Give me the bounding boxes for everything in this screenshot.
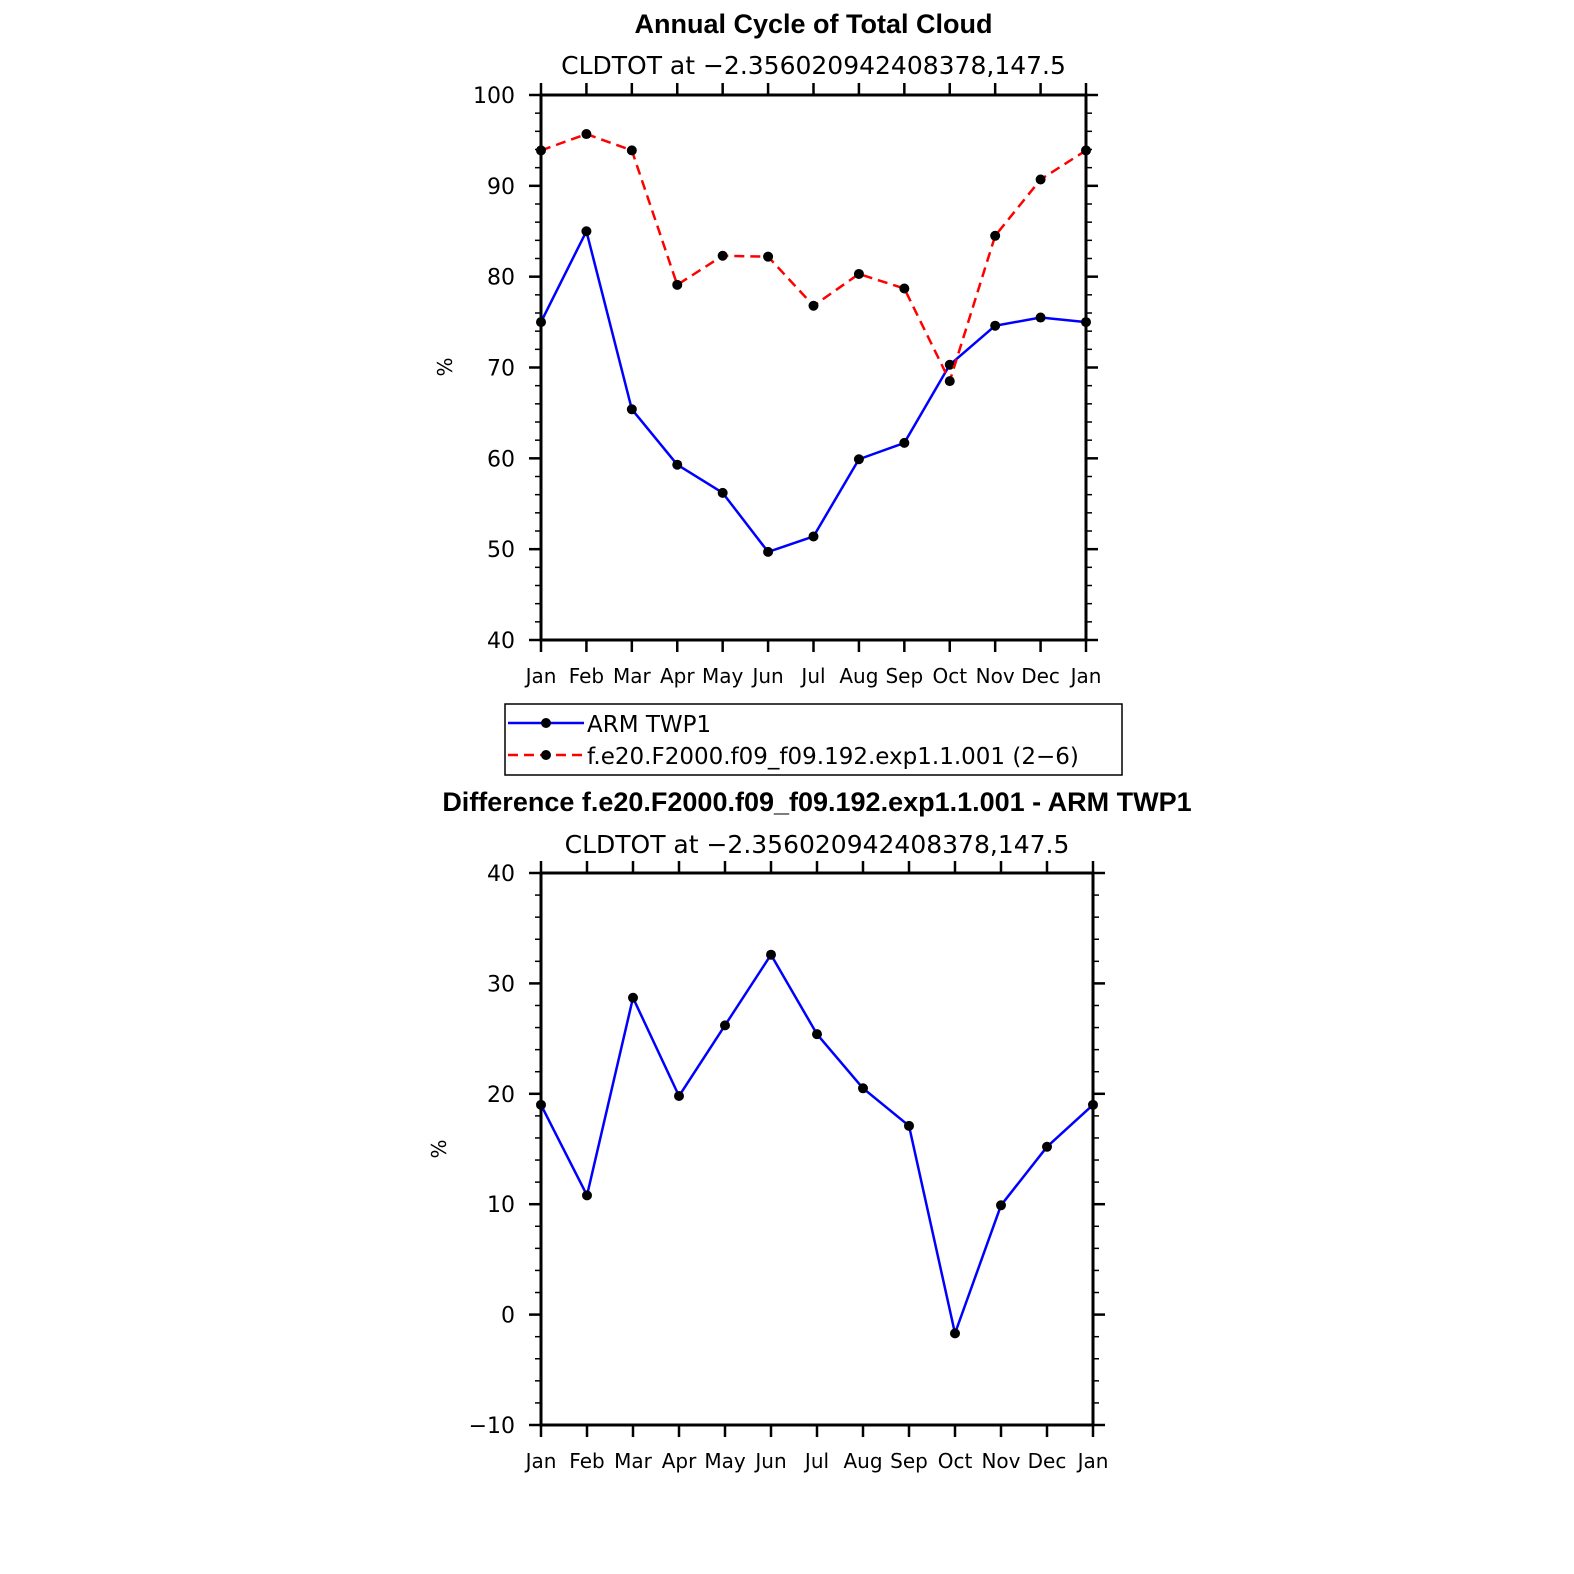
y-tick-label: −10 <box>469 1414 515 1439</box>
data-point <box>990 320 1001 331</box>
series-line <box>540 132 1087 383</box>
data-point <box>672 459 683 470</box>
y-tick-label: 70 <box>487 357 515 382</box>
data-point <box>717 487 728 498</box>
data-point <box>536 1099 546 1110</box>
x-tick-label: Sep <box>890 1449 928 1473</box>
data-point <box>1042 1141 1052 1152</box>
data-point <box>904 1120 914 1131</box>
data-point <box>763 546 774 557</box>
x-tick-label: May <box>702 664 744 688</box>
series-line <box>539 230 1087 554</box>
legend-box <box>504 703 1123 776</box>
y-tick-label: 50 <box>487 538 515 563</box>
x-tick-label: Jan <box>524 664 557 688</box>
x-tick-label: Jun <box>753 1449 786 1473</box>
x-tick-label: Aug <box>843 1449 882 1473</box>
data-point <box>853 268 864 279</box>
data-point <box>950 1328 960 1339</box>
chart-title: Difference f.e20.F2000.f09_f09.192.exp1.… <box>442 787 1191 817</box>
data-point <box>674 1091 684 1102</box>
x-tick-label: Jan <box>1069 664 1102 688</box>
data-point <box>763 251 774 262</box>
x-tick-label: Jul <box>799 664 825 688</box>
y-tick-label: 30 <box>487 972 515 997</box>
data-point <box>996 1200 1006 1211</box>
x-tick-label: Nov <box>976 664 1015 688</box>
data-point <box>536 317 546 328</box>
legend-entry-label: f.e20.F2000.f09_f09.192.exp1.1.001 (2−6) <box>587 744 1079 770</box>
data-point <box>944 359 955 370</box>
data-point <box>808 531 819 542</box>
chart-1: Annual Cycle of Total Cloud CLDTOT at −2.… <box>433 9 1123 776</box>
x-tick-label: Mar <box>614 1449 653 1473</box>
data-point <box>717 250 728 261</box>
series-line <box>539 953 1094 1335</box>
y-tick-label: 60 <box>487 447 515 472</box>
data-point <box>1035 174 1046 185</box>
x-tick-label: Dec <box>1021 664 1060 688</box>
data-point <box>808 300 819 311</box>
x-tick-label: Dec <box>1028 1449 1067 1473</box>
y-tick-label: 100 <box>473 84 515 109</box>
data-point <box>672 279 683 290</box>
data-point <box>944 376 955 387</box>
chart-2: Difference f.e20.F2000.f09_f09.192.exp1.… <box>427 787 1192 1473</box>
data-point <box>1035 312 1046 323</box>
x-tick-label: May <box>704 1449 746 1473</box>
y-axis-label: % <box>427 1139 451 1158</box>
data-point <box>626 404 637 415</box>
x-tick-label: Aug <box>839 664 878 688</box>
data-point <box>626 145 637 156</box>
x-tick-label: Jul <box>803 1449 829 1473</box>
data-point <box>536 145 546 156</box>
legend-marker <box>541 750 551 760</box>
y-tick-label: 10 <box>487 1193 515 1218</box>
x-tick-label: Oct <box>938 1449 973 1473</box>
y-axis-label: % <box>433 357 457 376</box>
x-tick-label: Apr <box>660 664 695 688</box>
y-tick-label: 40 <box>487 862 515 887</box>
x-tick-label: Feb <box>569 1449 604 1473</box>
x-tick-label: Apr <box>662 1449 697 1473</box>
legend: ARM TWP1 f.e20.F2000.f09_f09.192.exp1.1.0… <box>504 703 1123 776</box>
data-point <box>1081 145 1091 156</box>
data-point <box>581 129 592 140</box>
y-tick-label: 40 <box>487 629 515 654</box>
y-tick-label: 90 <box>487 175 515 200</box>
x-tick-label: Jan <box>524 1449 557 1473</box>
data-point <box>899 437 910 448</box>
x-tick-label: Sep <box>885 664 923 688</box>
data-point <box>582 1190 592 1201</box>
data-point <box>720 1020 730 1031</box>
y-tick-label: 80 <box>487 266 515 291</box>
data-point <box>858 1083 868 1094</box>
x-tick-label: Feb <box>569 664 604 688</box>
data-point <box>628 992 638 1003</box>
chart-title: Annual Cycle of Total Cloud <box>634 9 992 39</box>
y-tick-label: 0 <box>501 1304 515 1329</box>
data-point <box>581 226 592 237</box>
legend-entry-label: ARM TWP1 <box>587 712 711 738</box>
x-tick-label: Jan <box>1076 1449 1109 1473</box>
data-point <box>1081 317 1091 328</box>
x-tick-label: Mar <box>613 664 652 688</box>
data-point <box>990 230 1001 241</box>
data-point <box>1088 1099 1098 1110</box>
plot-frame <box>539 93 1088 642</box>
legend-marker <box>541 718 551 728</box>
chart-subtitle: CLDTOT at −2.356020942408378,147.5 <box>565 830 1070 859</box>
data-point <box>766 949 776 960</box>
x-tick-label: Oct <box>932 664 967 688</box>
data-point <box>899 283 910 294</box>
data-point <box>812 1029 822 1040</box>
x-tick-label: Nov <box>981 1449 1020 1473</box>
y-tick-label: 20 <box>487 1083 515 1108</box>
data-point <box>853 454 864 465</box>
plot-frame <box>539 871 1095 1427</box>
chart-subtitle: CLDTOT at −2.356020942408378,147.5 <box>561 51 1066 80</box>
x-tick-label: Jun <box>750 664 783 688</box>
